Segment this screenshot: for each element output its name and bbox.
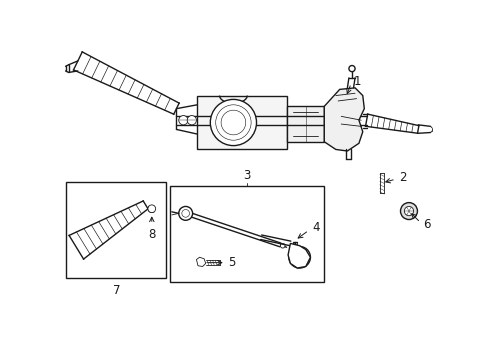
Circle shape bbox=[404, 206, 414, 216]
Circle shape bbox=[216, 105, 251, 140]
Text: 6: 6 bbox=[423, 219, 430, 231]
Bar bbox=[171, 186, 324, 282]
Text: 1: 1 bbox=[354, 75, 361, 88]
Text: 5: 5 bbox=[228, 256, 235, 269]
Bar bbox=[287, 106, 324, 142]
Polygon shape bbox=[196, 257, 206, 266]
Circle shape bbox=[148, 205, 156, 213]
Circle shape bbox=[294, 251, 306, 264]
Circle shape bbox=[179, 116, 188, 125]
Text: 2: 2 bbox=[399, 171, 407, 184]
Text: 3: 3 bbox=[244, 169, 251, 182]
Circle shape bbox=[349, 66, 355, 72]
Circle shape bbox=[187, 116, 196, 125]
Circle shape bbox=[210, 99, 257, 145]
Circle shape bbox=[280, 243, 285, 248]
Circle shape bbox=[400, 203, 417, 220]
Text: 7: 7 bbox=[113, 284, 120, 297]
Bar bbox=[197, 95, 287, 149]
Polygon shape bbox=[288, 243, 311, 268]
Circle shape bbox=[182, 210, 190, 217]
Circle shape bbox=[289, 247, 311, 268]
Circle shape bbox=[221, 110, 245, 135]
Text: 4: 4 bbox=[312, 221, 319, 234]
Polygon shape bbox=[324, 88, 365, 151]
Bar bbox=[66, 182, 167, 278]
Circle shape bbox=[179, 206, 193, 220]
Text: 8: 8 bbox=[148, 228, 155, 241]
